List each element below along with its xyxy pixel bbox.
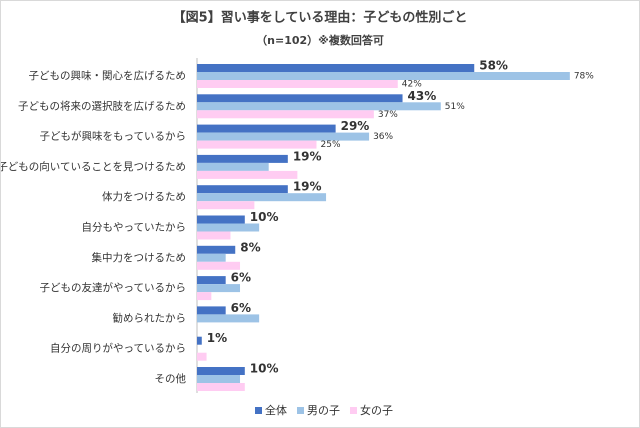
value-label: 25% xyxy=(321,140,341,150)
category-label: 子どもの向いていることを見つけるため xyxy=(1,160,186,173)
category-label: 子どもの将来の選択肢を広げるため xyxy=(18,99,186,112)
bar xyxy=(197,72,570,80)
value-label: 43% xyxy=(408,89,437,103)
value-label: 78% xyxy=(574,72,594,82)
category-label: 子どもの友達がやっているから xyxy=(40,281,186,294)
bar xyxy=(197,276,226,285)
value-label: 8% xyxy=(240,240,260,254)
value-label: 1% xyxy=(207,331,227,345)
bar xyxy=(197,154,288,163)
value-label: 58% xyxy=(479,59,508,73)
bar xyxy=(197,215,245,224)
bar xyxy=(197,94,403,103)
legend-swatch xyxy=(297,407,304,414)
bar xyxy=(197,367,245,375)
value-label: 29% xyxy=(341,119,370,133)
bar xyxy=(197,140,317,149)
bar xyxy=(197,185,288,194)
value-label: 10% xyxy=(250,210,279,224)
value-label: 19% xyxy=(293,180,322,194)
value-label: 42% xyxy=(402,80,422,90)
value-label: 51% xyxy=(445,102,465,112)
bar xyxy=(197,352,207,361)
bar xyxy=(197,201,255,210)
bar xyxy=(197,124,336,133)
category-label: 子どもが興味をもっているから xyxy=(40,130,186,143)
bar xyxy=(197,284,241,293)
bar xyxy=(197,64,475,72)
bar xyxy=(197,170,298,179)
value-label: 37% xyxy=(378,110,398,120)
legend-label: 男の子 xyxy=(307,404,340,417)
bar xyxy=(197,80,398,88)
legend-label: 全体 xyxy=(265,403,287,417)
bar xyxy=(197,223,260,232)
chart-title: 【図5】習い事をしている理由：子どもの性別ごと xyxy=(173,10,468,26)
category-label: 体力をつけるため xyxy=(102,190,186,203)
category-label: 自分もやっていたから xyxy=(82,221,186,234)
bar xyxy=(197,102,441,111)
bar xyxy=(197,261,241,270)
bar xyxy=(197,314,260,323)
bar xyxy=(197,110,374,119)
chart-subtitle: （n=102）※複数回答可 xyxy=(256,33,384,47)
category-label: 勧められたから xyxy=(113,311,187,324)
bar xyxy=(197,231,231,240)
legend-swatch xyxy=(255,407,262,414)
value-label: 6% xyxy=(231,301,251,315)
value-label: 10% xyxy=(250,362,279,376)
bar xyxy=(197,383,245,391)
bar xyxy=(197,336,202,345)
category-label: 自分の周りがやっているから xyxy=(50,342,186,355)
category-label: 子どもの興味・関心を広げるため xyxy=(29,69,187,82)
bar xyxy=(197,292,212,301)
value-label: 36% xyxy=(373,132,393,142)
bar xyxy=(197,162,269,171)
bar xyxy=(197,253,226,262)
category-label: 集中力をつけるため xyxy=(92,251,187,264)
bar xyxy=(197,306,226,315)
bar xyxy=(197,375,241,383)
value-label: 19% xyxy=(293,149,322,163)
legend-label: 女の子 xyxy=(360,403,393,417)
value-label: 6% xyxy=(231,271,251,285)
legend-swatch xyxy=(350,407,357,414)
bar xyxy=(197,132,370,141)
bar xyxy=(197,245,236,254)
bar xyxy=(197,193,327,202)
category-label: その他 xyxy=(155,372,187,385)
